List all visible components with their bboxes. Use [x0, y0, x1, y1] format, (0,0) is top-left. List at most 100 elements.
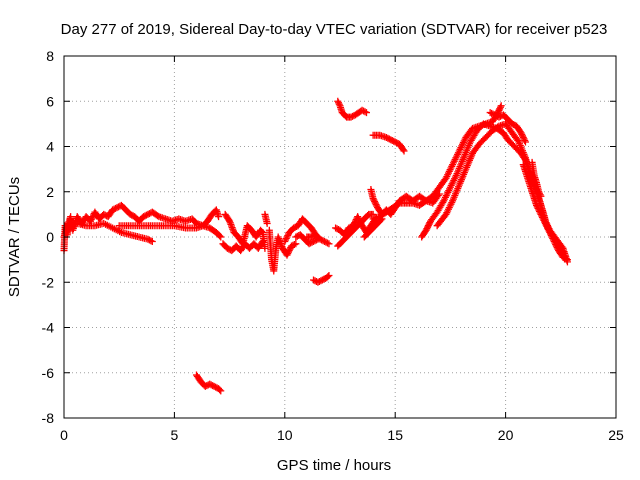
- data-point: [541, 219, 549, 227]
- chart-title: Day 277 of 2019, Sidereal Day-to-day VTE…: [61, 21, 608, 38]
- data-point: [533, 201, 541, 209]
- data-point: [377, 216, 385, 224]
- data-point: [424, 222, 432, 230]
- data-point: [547, 231, 555, 239]
- data-point: [285, 247, 293, 255]
- data-point: [325, 240, 333, 248]
- data-point: [263, 219, 271, 227]
- data-point: [519, 133, 527, 141]
- data-point: [215, 213, 223, 221]
- data-point: [521, 136, 529, 144]
- data-point: [537, 210, 545, 218]
- data-point: [535, 189, 543, 197]
- data-point: [369, 195, 377, 203]
- data-point: [542, 221, 550, 229]
- data-point: [283, 251, 291, 259]
- data-point: [88, 214, 96, 222]
- data-point: [259, 238, 267, 246]
- data-point: [543, 222, 551, 230]
- data-point: [354, 214, 362, 222]
- data-point: [548, 233, 556, 241]
- y-tick-label: 2: [46, 184, 54, 200]
- y-tick-label: 6: [46, 93, 54, 109]
- data-point: [283, 233, 291, 241]
- data-point: [286, 245, 294, 253]
- data-point: [537, 192, 545, 200]
- data-point: [362, 109, 370, 117]
- data-point: [550, 238, 558, 246]
- data-point: [540, 216, 548, 224]
- data-point: [535, 206, 543, 214]
- data-point: [284, 231, 292, 239]
- data-point: [147, 237, 155, 245]
- data-point: [518, 130, 526, 138]
- data-point: [536, 209, 544, 217]
- data-point: [541, 218, 549, 226]
- data-point: [324, 273, 332, 281]
- y-tick-label: 8: [46, 48, 54, 64]
- data-point: [371, 198, 379, 206]
- data-point: [87, 216, 95, 224]
- axis-ticks: 0 5 10 15 20 25 -8 -6 -4 -2 0 2 4 6 8: [42, 48, 624, 443]
- data-points: [60, 97, 571, 395]
- data-point: [312, 236, 320, 244]
- data-point: [496, 103, 504, 111]
- x-axis-label: GPS time / hours: [277, 457, 391, 474]
- data-point: [539, 215, 547, 223]
- data-point: [535, 207, 543, 215]
- data-point: [399, 146, 407, 154]
- data-point: [517, 129, 525, 137]
- data-point: [551, 239, 559, 247]
- data-point: [538, 212, 546, 220]
- y-tick-label: -8: [42, 410, 55, 426]
- data-point: [423, 225, 431, 233]
- data-point: [546, 228, 554, 236]
- data-point: [282, 235, 290, 243]
- data-point: [67, 213, 75, 221]
- data-point: [538, 213, 546, 221]
- y-tick-label: -6: [42, 365, 55, 381]
- data-point: [335, 100, 343, 108]
- data-point: [217, 387, 225, 395]
- data-point: [312, 231, 320, 239]
- data-point: [310, 231, 318, 239]
- data-point: [292, 240, 300, 248]
- data-point: [546, 230, 554, 238]
- data-point: [553, 244, 561, 252]
- data-point: [422, 226, 430, 234]
- data-point: [536, 191, 544, 199]
- data-point: [323, 239, 331, 247]
- data-point: [370, 196, 378, 204]
- x-tick-label: 15: [387, 427, 403, 443]
- data-point: [361, 108, 369, 116]
- data-point: [496, 105, 504, 113]
- data-point: [282, 236, 290, 244]
- data-point: [558, 243, 566, 251]
- data-point: [372, 201, 380, 209]
- data-point: [400, 147, 408, 155]
- data-point: [371, 199, 379, 207]
- x-tick-label: 0: [60, 427, 68, 443]
- data-point: [562, 255, 570, 263]
- data-point: [563, 256, 571, 264]
- data-point: [334, 97, 342, 105]
- data-point: [497, 102, 505, 110]
- data-point: [534, 204, 542, 212]
- data-point: [258, 239, 266, 247]
- data-point: [258, 227, 266, 235]
- x-tick-label: 20: [498, 427, 514, 443]
- data-point: [325, 271, 333, 279]
- y-axis-label: SDTVAR / TECUs: [6, 177, 23, 297]
- data-point: [535, 188, 543, 196]
- data-point: [552, 242, 560, 250]
- x-tick-label: 10: [277, 427, 293, 443]
- data-point: [425, 220, 433, 228]
- data-point: [217, 233, 225, 241]
- data-point: [544, 225, 552, 233]
- data-point: [552, 241, 560, 249]
- data-point: [216, 386, 224, 394]
- data-point: [284, 248, 292, 256]
- data-point: [148, 238, 156, 246]
- data-point: [494, 108, 502, 116]
